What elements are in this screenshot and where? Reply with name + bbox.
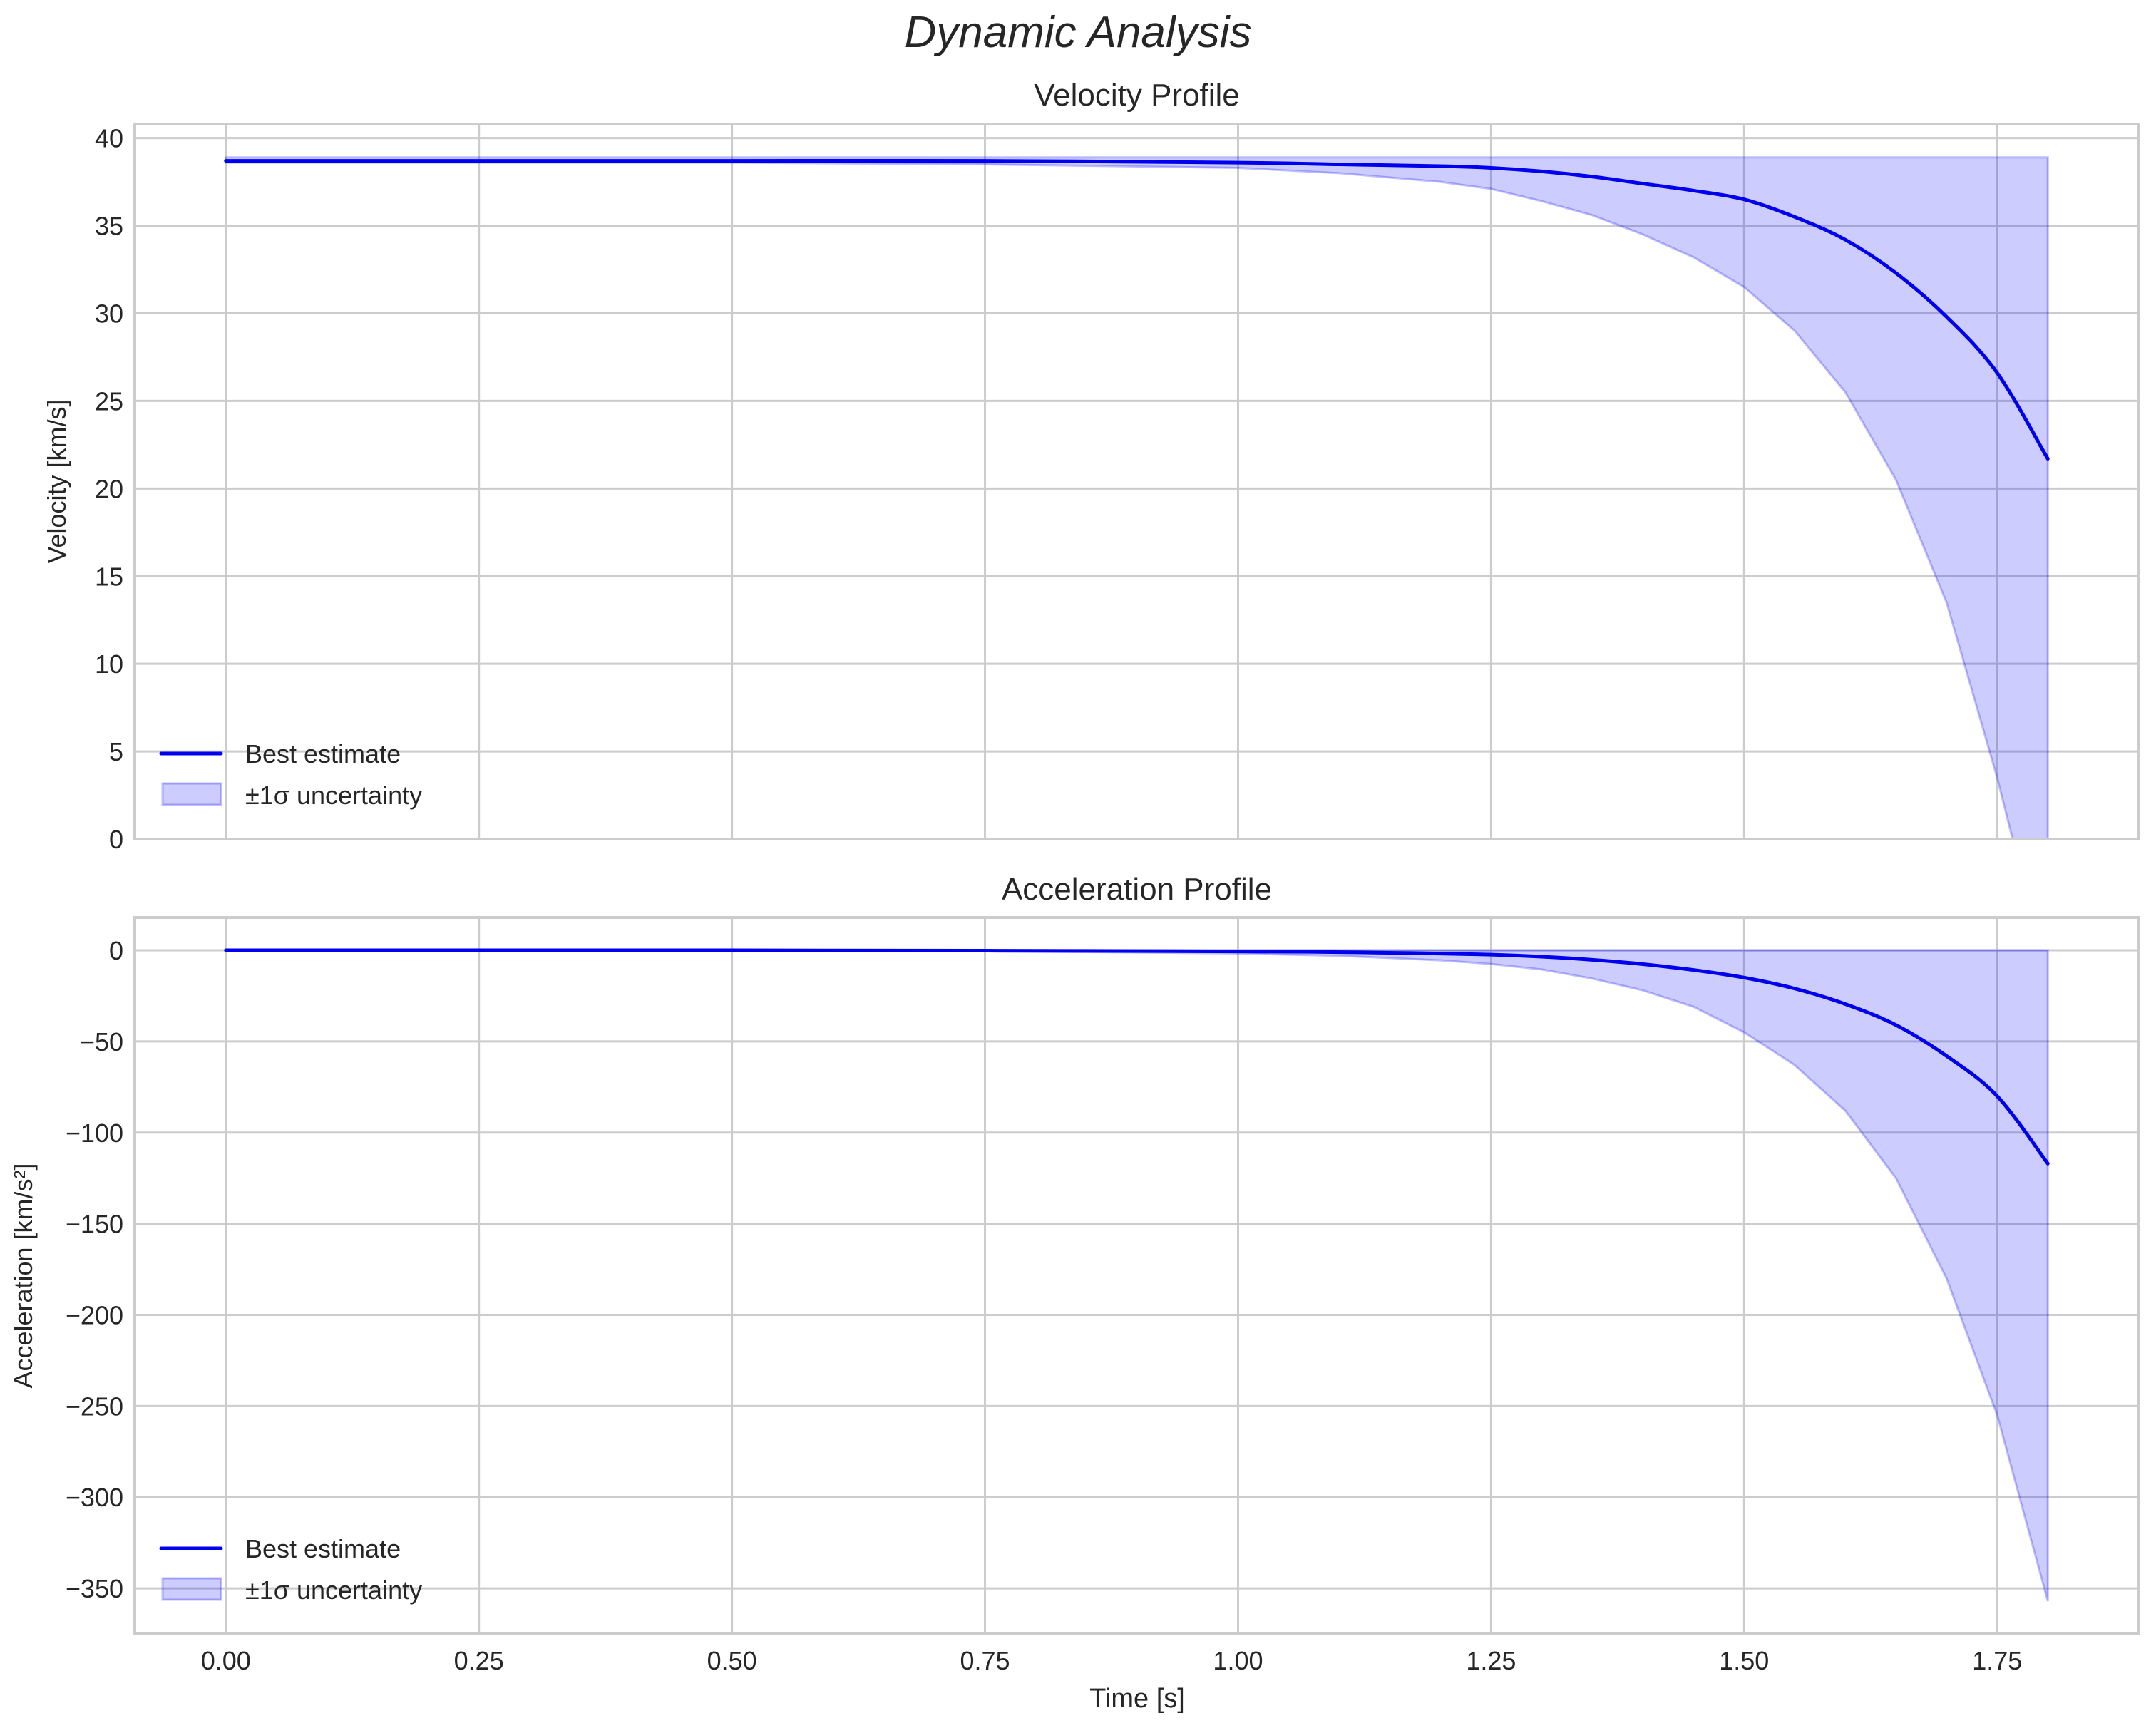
legend-label: Best estimate: [245, 739, 401, 768]
x-tick-label: 1.75: [1972, 1646, 2022, 1675]
x-tick-label: 0.25: [454, 1646, 504, 1675]
y-tick-label: −200: [66, 1300, 123, 1330]
best-estimate-line: [224, 158, 2050, 461]
y-tick-label: 25: [95, 386, 123, 416]
chart-title: Velocity Profile: [1034, 78, 1240, 113]
x-tick-label: 0.50: [707, 1646, 757, 1675]
y-tick-label: −350: [66, 1574, 123, 1603]
y-tick-label: 15: [95, 562, 123, 591]
uncertainty-band: [225, 156, 2049, 839]
y-tick-label: 0: [109, 936, 123, 965]
y-tick-label: 30: [95, 299, 123, 329]
chart-title: Acceleration Profile: [1002, 872, 1272, 907]
y-tick-label: 40: [95, 124, 123, 153]
x-axis-label: Time [s]: [1089, 1684, 1185, 1714]
legend-band-swatch: [161, 782, 222, 806]
y-tick-label: 20: [95, 474, 123, 503]
acceleration-chart: 0 −50 −100 −150 −200 −250 −300 −350 0.00 0.25 0.50…: [9, 872, 2140, 1675]
y-tick-label: 0: [109, 825, 123, 854]
legend-label: ±1σ uncertainty: [245, 1575, 422, 1605]
y-tick-label: −250: [66, 1392, 123, 1421]
legend-band-swatch: [161, 1577, 222, 1601]
x-tick-label: 1.00: [1213, 1646, 1263, 1675]
legend-label: ±1σ uncertainty: [245, 781, 422, 810]
velocity-chart: 0 5 10 15 20 25 30 35 40 Velocity Profile Velocity…: [42, 78, 2140, 854]
uncertainty-band: [225, 949, 2049, 1602]
y-tick-label: −300: [66, 1483, 123, 1512]
x-tick-label: 1.50: [1719, 1646, 1769, 1675]
figure-title: Dynamic Analysis: [904, 8, 1252, 57]
legend: Best estimate ±1σ uncertainty: [159, 739, 422, 810]
y-axis-label: Acceleration [km/s²]: [9, 1163, 38, 1388]
axes-frame: [133, 916, 2140, 1635]
grid: [135, 917, 2139, 1634]
axes-frame: [133, 123, 2140, 840]
y-tick-label: −100: [66, 1118, 123, 1148]
legend-label: Best estimate: [245, 1534, 401, 1563]
x-tick-label: 0.00: [201, 1646, 251, 1675]
y-tick-label: 10: [95, 649, 123, 679]
y-tick-label: −150: [66, 1210, 123, 1239]
x-tick-label: 0.75: [960, 1646, 1010, 1675]
y-tick-label: 35: [95, 212, 123, 241]
y-axis-label: Velocity [km/s]: [42, 399, 71, 563]
legend: Best estimate ±1σ uncertainty: [159, 1534, 422, 1605]
y-tick-label: 5: [109, 737, 123, 766]
x-tick-label: 1.25: [1466, 1646, 1516, 1675]
best-estimate-line: [224, 948, 2050, 1166]
y-tick-label: −50: [80, 1027, 123, 1056]
